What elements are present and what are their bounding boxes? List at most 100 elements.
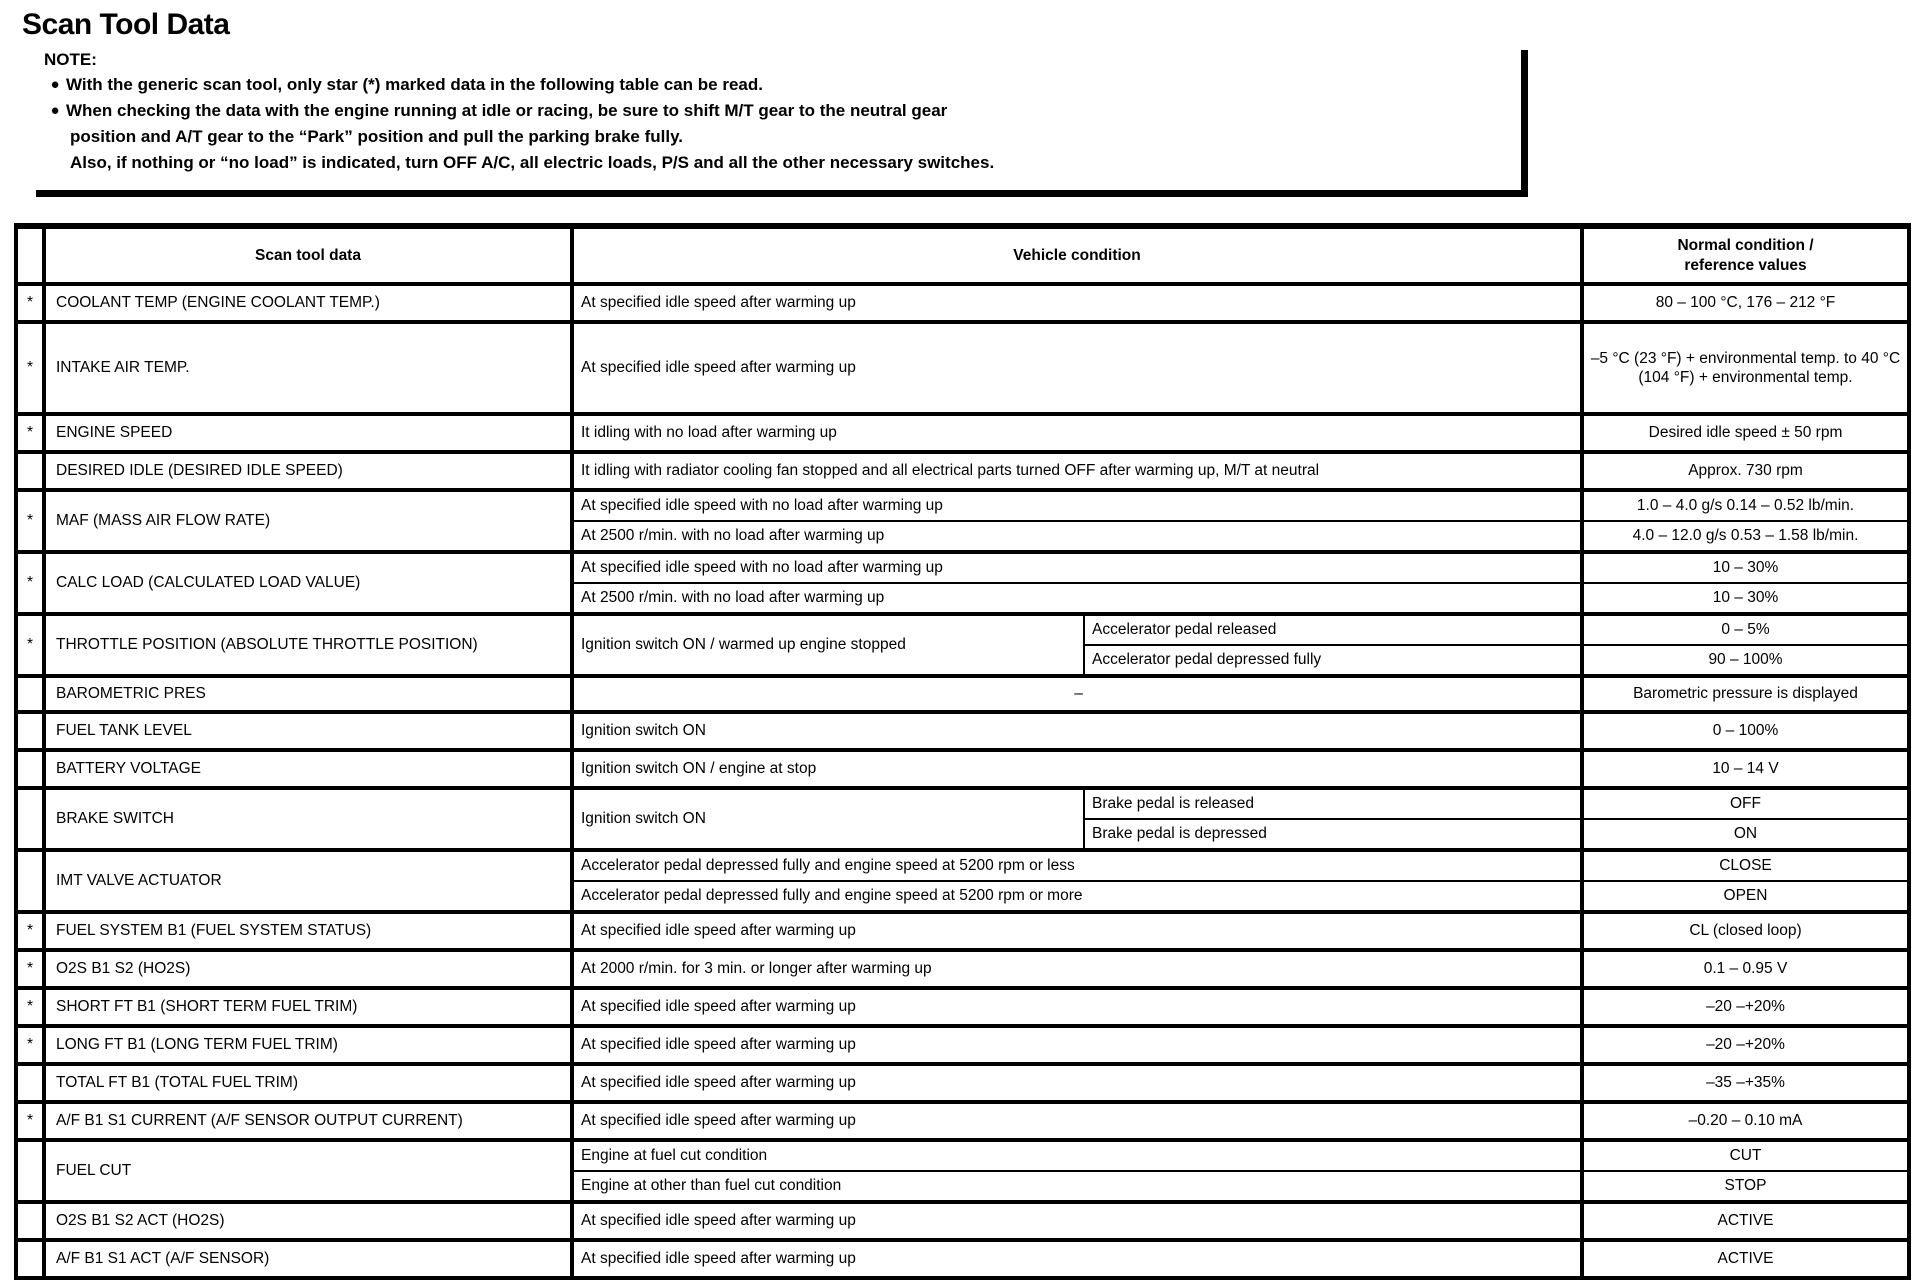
table-header-row: Scan tool data Vehicle condition Normal …: [15, 224, 1910, 286]
scan-data-name: THROTTLE POSITION (ABSOLUTE THROTTLE POS…: [42, 612, 573, 677]
reference-value: –0.20 – 0.10 mA: [1580, 1100, 1910, 1141]
vehicle-condition: At 2000 r/min. for 3 min. or longer afte…: [570, 948, 1583, 989]
reference-value: 0.1 – 0.95 V: [1580, 948, 1910, 989]
star-marker: [15, 848, 45, 913]
vehicle-condition: At specified idle speed after warming up: [570, 1200, 1583, 1241]
vehicle-condition: At specified idle speed after warming up: [570, 320, 1583, 415]
vehicle-condition: At specified idle speed after warming up: [570, 1062, 1583, 1103]
table-row: Accelerator pedal depressed fully 90 – 1…: [16, 644, 1910, 677]
vehicle-condition-header: Vehicle condition: [570, 224, 1583, 286]
star-marker: *: [15, 1024, 45, 1065]
reference-value: OFF: [1580, 786, 1910, 820]
scan-data-name: CALC LOAD (CALCULATED LOAD VALUE): [42, 550, 573, 615]
star-marker: [15, 1200, 45, 1241]
scan-data-name: BAROMETRIC PRES: [42, 674, 573, 713]
vehicle-condition: At specified idle speed with no load aft…: [570, 488, 1583, 522]
table-row: Brake pedal is depressed ON: [16, 818, 1910, 851]
table-row: TOTAL FT B1 (TOTAL FUEL TRIM) At specifi…: [15, 1062, 1910, 1103]
scan-data-name: A/F B1 S1 ACT (A/F SENSOR): [42, 1238, 573, 1279]
star-marker: *: [15, 1100, 45, 1141]
vehicle-condition: Ignition switch ON: [570, 710, 1583, 751]
star-marker: [15, 710, 45, 751]
scan-data-name: SHORT FT B1 (SHORT TERM FUEL TRIM): [42, 986, 573, 1027]
reference-value: STOP: [1580, 1170, 1910, 1203]
star-marker: [15, 786, 45, 851]
star-marker: [15, 1238, 45, 1279]
vehicle-condition: At 2500 r/min. with no load after warmin…: [570, 582, 1583, 615]
reference-value: –20 –+20%: [1580, 1024, 1910, 1065]
vehicle-condition: Engine at fuel cut condition: [570, 1138, 1583, 1172]
table-row: FUEL CUT Engine at fuel cut condition CU…: [15, 1138, 1910, 1203]
note-line: ● With the generic scan tool, only star …: [44, 72, 1511, 98]
vehicle-condition: Accelerator pedal depressed fully and en…: [570, 880, 1583, 913]
vehicle-condition: At specified idle speed after warming up: [570, 986, 1583, 1027]
scan-data-name: TOTAL FT B1 (TOTAL FUEL TRIM): [42, 1062, 573, 1103]
vehicle-condition-detail: Brake pedal is depressed: [1083, 818, 1583, 851]
reference-value: 0 – 5%: [1580, 612, 1910, 646]
page-title: Scan Tool Data: [22, 8, 230, 41]
table-row: * INTAKE AIR TEMP. At specified idle spe…: [15, 320, 1910, 415]
vehicle-condition: At specified idle speed with no load aft…: [570, 550, 1583, 584]
table-row: * THROTTLE POSITION (ABSOLUTE THROTTLE P…: [15, 612, 1910, 677]
table-row: * O2S B1 S2 (HO2S) At 2000 r/min. for 3 …: [15, 948, 1910, 989]
table-row: * CALC LOAD (CALCULATED LOAD VALUE) At s…: [15, 550, 1910, 615]
star-marker: *: [15, 412, 45, 453]
vehicle-condition: At specified idle speed after warming up: [570, 910, 1583, 951]
table-row: * FUEL SYSTEM B1 (FUEL SYSTEM STATUS) At…: [15, 910, 1910, 951]
table-row: * LONG FT B1 (LONG TERM FUEL TRIM) At sp…: [15, 1024, 1910, 1065]
table-row: FUEL TANK LEVEL Ignition switch ON 0 – 1…: [15, 710, 1910, 751]
table-row: * A/F B1 S1 CURRENT (A/F SENSOR OUTPUT C…: [15, 1100, 1910, 1141]
table-row: * COOLANT TEMP (ENGINE COOLANT TEMP.) At…: [15, 282, 1910, 323]
reference-value: ACTIVE: [1580, 1238, 1910, 1279]
table-row: DESIRED IDLE (DESIRED IDLE SPEED) It idl…: [15, 450, 1910, 491]
star-marker: *: [15, 550, 45, 615]
scan-data-name: FUEL TANK LEVEL: [42, 710, 573, 751]
scan-data-name: ENGINE SPEED: [42, 412, 573, 453]
vehicle-condition: It idling with no load after warming up: [570, 412, 1583, 453]
reference-value: 10 – 14 V: [1580, 748, 1910, 789]
note-line: ● When checking the data with the engine…: [44, 98, 1511, 124]
scan-data-name: LONG FT B1 (LONG TERM FUEL TRIM): [42, 1024, 573, 1065]
scan-data-name: A/F B1 S1 CURRENT (A/F SENSOR OUTPUT CUR…: [42, 1100, 573, 1141]
reference-value: –20 –+20%: [1580, 986, 1910, 1027]
vehicle-condition: At specified idle speed after warming up: [570, 1100, 1583, 1141]
reference-value: 80 – 100 °C, 176 – 212 °F: [1580, 282, 1910, 323]
table-row: * MAF (MASS AIR FLOW RATE) At specified …: [15, 488, 1910, 553]
star-marker: [15, 674, 45, 713]
scan-data-header: Scan tool data: [42, 224, 573, 286]
star-marker: *: [15, 320, 45, 415]
normal-condition-header-line2: reference values: [1684, 256, 1807, 274]
note-label: NOTE:: [44, 50, 97, 69]
table-row: IMT VALVE ACTUATOR Accelerator pedal dep…: [15, 848, 1910, 913]
scan-data-name: O2S B1 S2 (HO2S): [42, 948, 573, 989]
table-row: BRAKE SWITCH Ignition switch ON Brake pe…: [15, 786, 1910, 851]
vehicle-condition-detail: Brake pedal is released: [1083, 786, 1583, 820]
vehicle-condition-shared: Ignition switch ON: [570, 786, 1085, 851]
reference-value: CLOSE: [1580, 848, 1910, 882]
star-marker: [15, 450, 45, 491]
normal-condition-header-line1: Normal condition /: [1677, 237, 1814, 255]
table-row: BAROMETRIC PRES – Barometric pressure is…: [15, 674, 1910, 713]
star-marker: *: [15, 612, 45, 677]
table-row: A/F B1 S1 ACT (A/F SENSOR) At specified …: [15, 1238, 1910, 1279]
bullet-icon: ●: [50, 102, 60, 119]
bullet-icon: ●: [50, 76, 60, 93]
reference-value: Approx. 730 rpm: [1580, 450, 1910, 491]
star-marker: *: [15, 910, 45, 951]
scan-data-name: FUEL SYSTEM B1 (FUEL SYSTEM STATUS): [42, 910, 573, 951]
scan-data-name: BRAKE SWITCH: [42, 786, 573, 851]
note-text: When checking the data with the engine r…: [66, 101, 948, 120]
reference-value: –35 –+35%: [1580, 1062, 1910, 1103]
vehicle-condition-detail: Accelerator pedal depressed fully: [1083, 644, 1583, 677]
note-line: position and A/T gear to the “Park” posi…: [70, 124, 1511, 150]
table-row: * ENGINE SPEED It idling with no load af…: [15, 412, 1910, 453]
reference-value: Barometric pressure is displayed: [1580, 674, 1910, 713]
table-row: * SHORT FT B1 (SHORT TERM FUEL TRIM) At …: [15, 986, 1910, 1027]
reference-value: ACTIVE: [1580, 1200, 1910, 1241]
vehicle-condition-shared: Ignition switch ON / warmed up engine st…: [570, 612, 1085, 677]
scan-data-name: INTAKE AIR TEMP.: [42, 320, 573, 415]
table-row: Engine at other than fuel cut condition …: [16, 1170, 1910, 1203]
vehicle-condition: At specified idle speed after warming up: [570, 1238, 1583, 1279]
table-row: At 2500 r/min. with no load after warmin…: [16, 582, 1910, 615]
